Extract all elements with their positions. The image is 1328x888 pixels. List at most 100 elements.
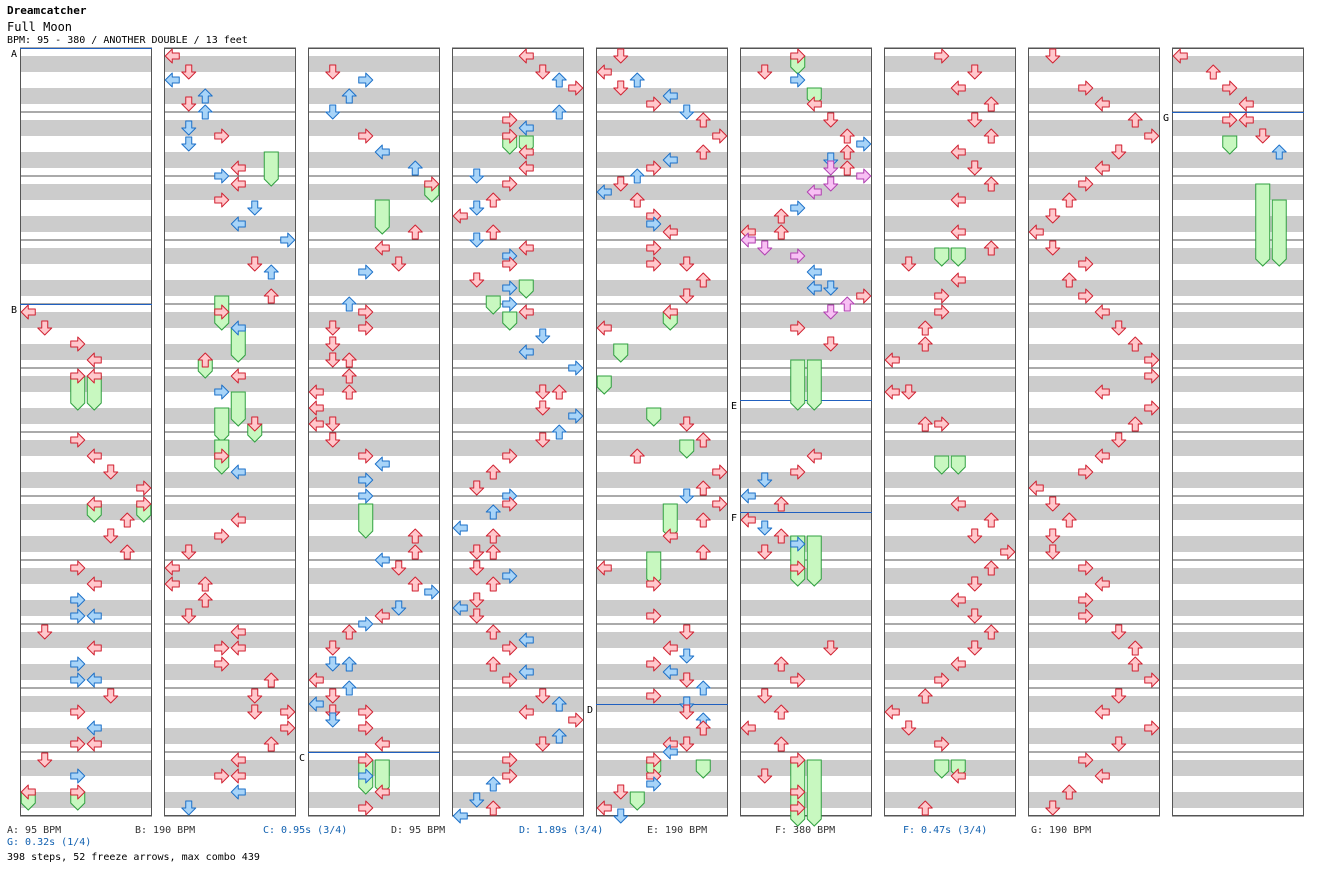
beat-band: [164, 56, 296, 72]
step-arrow-down: [1045, 528, 1061, 544]
step-arrow-down: [679, 416, 695, 432]
step-arrow-right: [790, 320, 806, 336]
step-arrow-down: [391, 560, 407, 576]
freeze-arrow: [695, 759, 711, 779]
step-arrow-right: [1078, 608, 1094, 624]
step-arrow-left: [596, 320, 612, 336]
step-arrow-left: [662, 744, 678, 760]
step-arrow-down: [1045, 496, 1061, 512]
beat-band: [884, 792, 1016, 808]
bpm-marker-label: A: [11, 49, 17, 60]
step-arrow-up: [839, 160, 855, 176]
step-arrow-down: [679, 648, 695, 664]
beat-band: [1028, 664, 1160, 680]
step-arrow-up: [407, 224, 423, 240]
beat-band: [884, 248, 1016, 264]
step-arrow-up: [485, 576, 501, 592]
step-arrow-up: [407, 528, 423, 544]
beat-band: [1028, 120, 1160, 136]
beat-band: [740, 728, 872, 744]
freeze-arrow: [613, 343, 629, 363]
beat-band: [20, 184, 152, 200]
step-arrow-up: [695, 432, 711, 448]
step-arrow-up: [485, 800, 501, 816]
step-arrow-down: [1045, 208, 1061, 224]
beat-band: [308, 440, 440, 456]
step-arrow-down: [181, 800, 197, 816]
beat-band: [452, 216, 584, 232]
step-arrow-down: [613, 176, 629, 192]
step-arrow-right: [790, 48, 806, 64]
beat-band: [308, 120, 440, 136]
step-arrow-up: [485, 464, 501, 480]
beat-band: [884, 88, 1016, 104]
beat-band: [452, 120, 584, 136]
beat-band: [452, 536, 584, 552]
step-arrow-left: [950, 144, 966, 160]
step-arrow-left: [230, 624, 246, 640]
chart-stats: 398 steps, 52 freeze arrows, max combo 4…: [7, 852, 260, 863]
beat-band: [740, 472, 872, 488]
step-arrow-down: [469, 608, 485, 624]
step-arrow-right: [502, 768, 518, 784]
step-arrow-down: [1111, 688, 1127, 704]
step-arrow-right: [502, 496, 518, 512]
step-arrow-right: [790, 464, 806, 480]
step-arrow-right: [646, 160, 662, 176]
step-arrow-left: [86, 608, 102, 624]
step-arrow-down: [181, 136, 197, 152]
beat-band: [596, 632, 728, 648]
step-arrow-right: [934, 288, 950, 304]
beat-band: [884, 536, 1016, 552]
step-arrow-down: [325, 64, 341, 80]
beat-band: [884, 408, 1016, 424]
step-arrow-left: [20, 304, 36, 320]
step-arrow-left: [806, 264, 822, 280]
step-arrow-left: [452, 208, 468, 224]
step-arrow-right: [70, 672, 86, 688]
legend-stop-f: F: 0.47s (3/4): [903, 825, 988, 836]
step-arrow-left: [230, 368, 246, 384]
legend-bpm-a: A: 95 BPM: [7, 825, 62, 836]
step-arrow-left: [950, 656, 966, 672]
step-arrow-right: [1078, 176, 1094, 192]
beat-band: [740, 792, 872, 808]
step-arrow-left: [662, 528, 678, 544]
step-arrow-up: [1061, 784, 1077, 800]
step-arrow-right: [790, 248, 806, 264]
freeze-arrow: [790, 359, 806, 411]
beat-band: [596, 760, 728, 776]
step-arrow-left: [518, 632, 534, 648]
step-arrow-left: [662, 304, 678, 320]
beat-band: [1172, 568, 1304, 584]
beat-band: [452, 408, 584, 424]
legend-bpm-e: E: 190 BPM: [647, 825, 708, 836]
step-arrow-left: [230, 176, 246, 192]
step-arrow-up: [695, 272, 711, 288]
step-arrow-right: [358, 128, 374, 144]
step-arrow-right: [358, 616, 374, 632]
beat-band: [452, 88, 584, 104]
step-arrow-left: [86, 368, 102, 384]
step-arrow-left: [164, 560, 180, 576]
step-arrow-down: [535, 400, 551, 416]
step-arrow-right: [712, 128, 728, 144]
step-arrow-right: [568, 712, 584, 728]
step-arrow-up: [1127, 112, 1143, 128]
beat-band: [308, 152, 440, 168]
step-arrow-left: [86, 448, 102, 464]
freeze-arrow: [934, 455, 950, 475]
step-arrow-left: [596, 184, 612, 200]
step-arrow-down: [757, 64, 773, 80]
beat-band: [884, 440, 1016, 456]
step-arrow-down: [679, 672, 695, 688]
beat-band: [308, 344, 440, 360]
beat-band: [1028, 280, 1160, 296]
beat-band: [20, 600, 152, 616]
column-border: [308, 48, 440, 816]
beat-band: [20, 344, 152, 360]
beat-band: [308, 568, 440, 584]
beat-band: [740, 56, 872, 72]
freeze-arrow: [679, 439, 695, 459]
beat-band: [884, 120, 1016, 136]
